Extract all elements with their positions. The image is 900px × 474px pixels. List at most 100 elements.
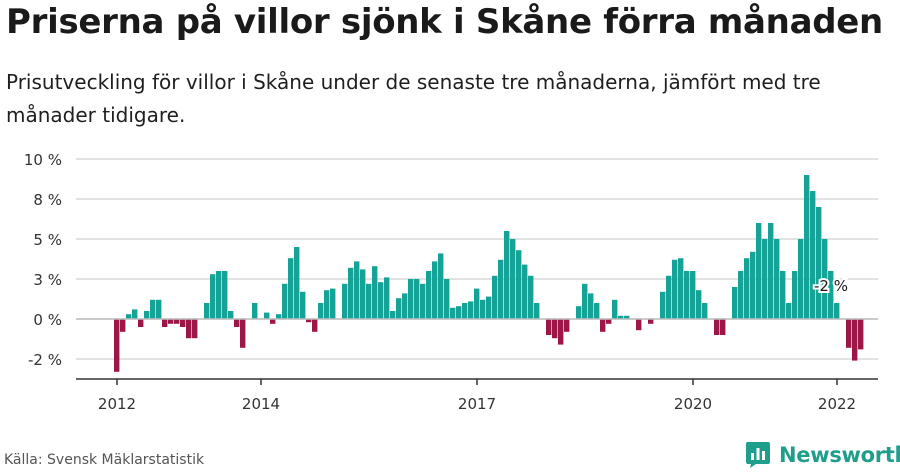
bar bbox=[486, 296, 492, 319]
bar bbox=[744, 258, 750, 319]
bar bbox=[420, 283, 426, 319]
bar bbox=[786, 303, 792, 319]
bar bbox=[672, 259, 678, 319]
bar bbox=[714, 319, 720, 335]
bar bbox=[396, 298, 402, 319]
bar bbox=[264, 312, 270, 319]
bar bbox=[696, 290, 702, 319]
y-tick-label: 5 % bbox=[33, 231, 62, 249]
tick-labels: 10 % 8 % 5 % 3 % 0 % -2 % 2012 2014 2017 2020 2022… bbox=[24, 151, 856, 413]
bar bbox=[510, 239, 516, 319]
bar bbox=[858, 319, 864, 350]
bar bbox=[138, 319, 144, 327]
x-tick-label: 2012 bbox=[98, 395, 136, 413]
bar bbox=[444, 279, 450, 319]
bar bbox=[660, 291, 666, 319]
bar bbox=[738, 271, 744, 319]
bar bbox=[588, 293, 594, 319]
bar bbox=[684, 271, 690, 319]
bar bbox=[828, 271, 834, 319]
bar bbox=[348, 267, 354, 319]
chart-title: Priserna på villor sjönk i Skåne förra m… bbox=[6, 2, 883, 42]
x-tick-label: 2020 bbox=[674, 395, 712, 413]
brand-link[interactable]: Newsworthy bbox=[745, 441, 900, 469]
bar bbox=[192, 319, 198, 339]
bar bbox=[252, 303, 258, 319]
bar bbox=[474, 288, 480, 319]
bar bbox=[768, 223, 774, 319]
bar bbox=[234, 319, 240, 327]
bar bbox=[528, 275, 534, 319]
bar bbox=[126, 314, 132, 319]
bar bbox=[144, 311, 150, 319]
bar bbox=[156, 299, 162, 319]
bar bbox=[720, 319, 726, 335]
bar bbox=[666, 275, 672, 319]
newsworthy-logo-icon bbox=[746, 442, 770, 468]
bar bbox=[516, 250, 522, 319]
x-tick-label: 2017 bbox=[458, 395, 496, 413]
brand-name: Newsworthy bbox=[779, 443, 900, 467]
bar bbox=[366, 283, 372, 319]
bar bbox=[132, 309, 138, 319]
bar bbox=[426, 271, 432, 319]
y-tick-label: 3 % bbox=[33, 271, 62, 289]
bar bbox=[732, 287, 738, 319]
bar bbox=[846, 319, 852, 348]
bar bbox=[834, 303, 840, 319]
bar bbox=[120, 319, 126, 332]
source-note: Källa: Svensk Mäklarstatistik bbox=[4, 452, 205, 468]
bar bbox=[354, 261, 360, 319]
bar bbox=[576, 306, 582, 319]
bar bbox=[624, 315, 630, 319]
bar bbox=[408, 279, 414, 319]
bar bbox=[204, 303, 210, 319]
bar bbox=[492, 275, 498, 319]
bar bbox=[162, 319, 168, 327]
bar bbox=[306, 319, 312, 323]
bar bbox=[228, 311, 234, 319]
bar bbox=[438, 253, 444, 319]
bar bbox=[180, 319, 186, 327]
bar bbox=[498, 259, 504, 319]
bar bbox=[174, 319, 180, 324]
bar bbox=[384, 277, 390, 319]
bar bbox=[636, 319, 642, 331]
bar bbox=[546, 319, 552, 335]
bar bbox=[186, 319, 192, 339]
y-tick-label: 8 % bbox=[33, 191, 62, 209]
bar bbox=[432, 261, 438, 319]
bar bbox=[480, 299, 486, 319]
bar bbox=[378, 282, 384, 319]
bar bbox=[618, 315, 624, 319]
bar bbox=[450, 307, 456, 319]
bar bbox=[402, 293, 408, 319]
bar bbox=[300, 291, 306, 319]
y-tick-label: -2 % bbox=[28, 351, 62, 369]
bar bbox=[750, 251, 756, 319]
bar bbox=[762, 239, 768, 319]
y-tick-label: 0 % bbox=[33, 311, 62, 329]
bar bbox=[276, 314, 282, 319]
bar bbox=[222, 271, 228, 319]
bar bbox=[756, 223, 762, 319]
bar bbox=[780, 271, 786, 319]
bar bbox=[114, 319, 120, 372]
bar bbox=[606, 319, 612, 324]
bar bbox=[240, 319, 246, 348]
bar bbox=[564, 319, 570, 332]
value-annotation: -2 % bbox=[814, 277, 848, 295]
bar bbox=[372, 266, 378, 319]
bar bbox=[270, 319, 276, 324]
bar bbox=[294, 247, 300, 319]
bars bbox=[114, 175, 864, 372]
bar bbox=[798, 239, 804, 319]
bar bbox=[600, 319, 606, 332]
axes bbox=[76, 318, 878, 385]
bar bbox=[702, 303, 708, 319]
bar bbox=[456, 306, 462, 319]
bar bbox=[216, 271, 222, 319]
bar bbox=[690, 271, 696, 319]
x-tick-label: 2022 bbox=[818, 395, 856, 413]
